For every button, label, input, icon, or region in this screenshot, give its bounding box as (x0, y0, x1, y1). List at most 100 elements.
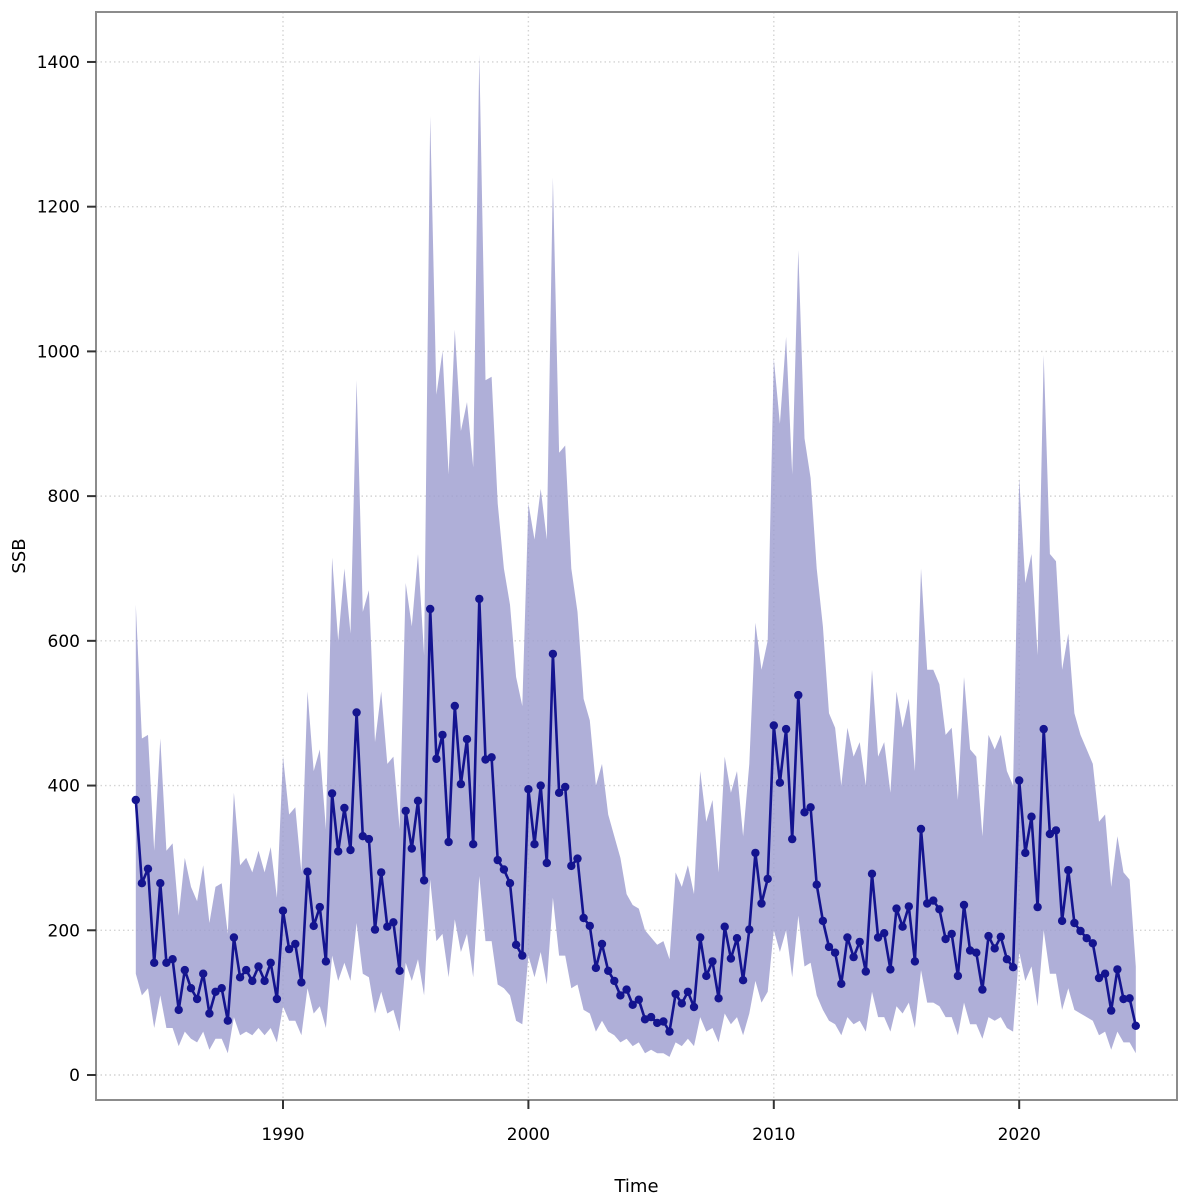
data-point (818, 916, 828, 926)
data-point (855, 937, 864, 947)
data-point (745, 925, 754, 934)
y-tick-label: 1400 (37, 53, 80, 73)
data-point (1107, 1006, 1116, 1015)
data-point (843, 933, 852, 942)
data-point (1125, 994, 1134, 1003)
data-point (824, 942, 834, 952)
data-point (861, 967, 870, 976)
data-point (548, 649, 558, 659)
data-point (291, 939, 300, 949)
data-point (573, 854, 582, 863)
data-point (904, 902, 913, 911)
data-point (591, 963, 601, 973)
data-point (677, 999, 686, 1008)
data-point (726, 954, 736, 963)
y-tick-label: 800 (48, 487, 80, 507)
data-point (180, 965, 189, 975)
data-point (1088, 939, 1098, 948)
data-point (763, 874, 772, 884)
data-point (156, 879, 165, 888)
axis-ticks (87, 60, 1021, 1109)
data-point (561, 782, 570, 792)
data-point (996, 932, 1005, 941)
data-point (794, 690, 803, 700)
plot-border (95, 11, 1178, 1101)
data-point (511, 940, 521, 949)
data-point (254, 962, 263, 971)
data-point (150, 958, 159, 967)
data-point (886, 965, 895, 974)
data-point (462, 735, 472, 744)
data-point (1100, 969, 1110, 978)
data-point (192, 994, 202, 1004)
data-point (334, 847, 343, 856)
data-point (389, 918, 398, 927)
data-point (321, 957, 331, 966)
data-point (634, 995, 643, 1004)
data-point (916, 824, 926, 834)
data-point (1131, 1021, 1141, 1030)
data-point (438, 730, 447, 740)
data-point (284, 944, 294, 954)
data-point (720, 922, 729, 931)
x-tick-label: 2010 (752, 1125, 795, 1145)
data-point (659, 1017, 668, 1026)
data-point (1070, 918, 1079, 928)
data-point (554, 788, 564, 797)
data-point (297, 978, 306, 987)
data-point (610, 976, 619, 986)
data-point (880, 929, 889, 938)
data-point (941, 934, 950, 944)
data-point (867, 869, 877, 878)
data-point (432, 754, 441, 763)
data-point (622, 985, 631, 994)
data-point (475, 594, 484, 604)
data-point (873, 933, 883, 942)
data-point (413, 796, 423, 805)
data-point (978, 985, 987, 994)
data-point (1094, 973, 1104, 983)
data-point (1045, 829, 1055, 839)
y-tick-label: 400 (48, 777, 80, 797)
data-point (162, 958, 171, 967)
data-point (235, 973, 245, 982)
data-point (935, 905, 944, 914)
data-point (769, 721, 778, 730)
data-point (469, 840, 478, 849)
data-point (929, 896, 938, 905)
data-point (1008, 963, 1018, 972)
data-point (567, 861, 576, 871)
data-point (732, 934, 742, 943)
data-point (1057, 916, 1067, 926)
data-point (1039, 724, 1048, 734)
y-tick-label: 200 (48, 921, 80, 941)
x-tick-label: 2000 (507, 1125, 550, 1145)
data-point (800, 808, 809, 817)
data-point (315, 902, 324, 912)
data-point (309, 921, 318, 931)
data-point (788, 834, 797, 844)
data-point (266, 958, 275, 967)
data-point (444, 837, 453, 847)
data-point (1082, 934, 1091, 943)
data-point (738, 976, 748, 985)
data-point (757, 899, 766, 908)
data-point (616, 991, 625, 1000)
data-point (419, 876, 429, 885)
data-point (493, 855, 502, 865)
data-point (229, 933, 239, 942)
data-point (1021, 848, 1030, 858)
data-point (456, 779, 466, 789)
data-point (781, 724, 791, 734)
data-point (383, 922, 392, 931)
data-point (327, 789, 337, 798)
data-point (1064, 866, 1073, 875)
data-point (751, 848, 760, 858)
data-point (1113, 965, 1122, 974)
data-point (910, 957, 920, 966)
data-point (775, 778, 785, 787)
data-point (542, 858, 551, 868)
y-tick-label: 1000 (37, 342, 80, 362)
